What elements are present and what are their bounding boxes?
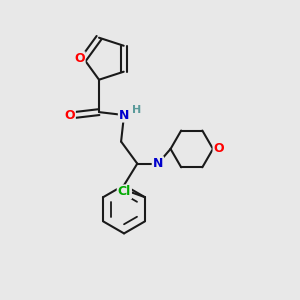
Text: O: O — [74, 52, 85, 65]
Text: N: N — [153, 157, 163, 170]
Text: O: O — [214, 142, 224, 155]
Text: H: H — [132, 105, 141, 115]
Text: N: N — [119, 109, 129, 122]
Text: Cl: Cl — [118, 185, 131, 198]
Text: O: O — [64, 109, 75, 122]
